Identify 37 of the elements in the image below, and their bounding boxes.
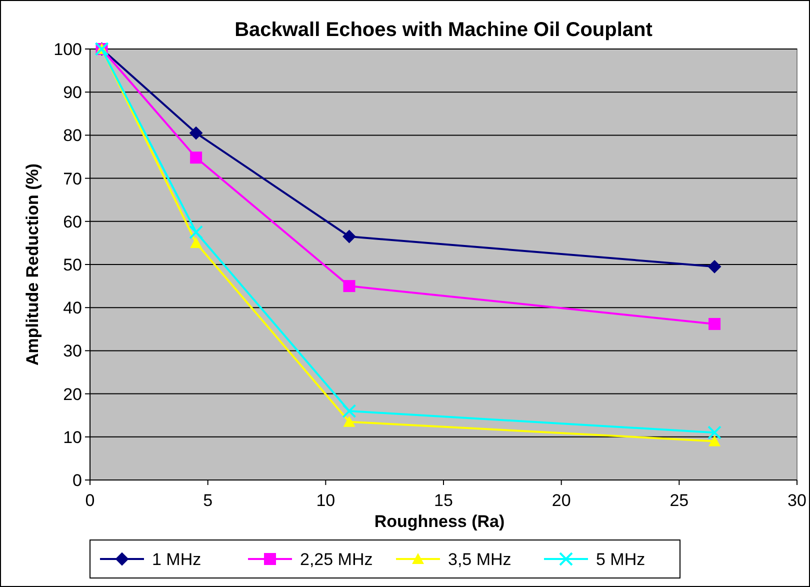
point xyxy=(342,404,356,418)
y-tick-label: 100 xyxy=(54,40,82,59)
legend-label: 2,25 MHz xyxy=(300,550,373,569)
point xyxy=(343,280,356,292)
point xyxy=(708,318,721,330)
y-axis-title: Amplitude Reduction (%) xyxy=(23,163,42,366)
x-tick-label: 10 xyxy=(316,491,336,510)
legend-label: 1 MHz xyxy=(152,550,202,569)
y-tick-label: 40 xyxy=(63,298,82,318)
legend-label: 5 MHz xyxy=(596,550,646,569)
y-tick-label: 0 xyxy=(72,470,82,490)
x-tick-label: 15 xyxy=(434,491,453,510)
point xyxy=(708,435,721,446)
point xyxy=(190,126,203,140)
x-tick-label: 25 xyxy=(670,491,689,510)
point xyxy=(190,152,202,164)
point xyxy=(343,416,356,427)
point xyxy=(342,230,356,243)
y-tick-label: 10 xyxy=(63,428,82,447)
x-tick-label: 5 xyxy=(203,491,213,510)
y-tick-label: 30 xyxy=(63,342,82,361)
x-tick-label: 30 xyxy=(788,491,806,510)
x-tick-label: 20 xyxy=(552,491,571,510)
y-tick-label: 90 xyxy=(63,83,82,102)
y-tick-label: 70 xyxy=(63,169,82,188)
point xyxy=(708,260,722,274)
x-axis-title: Roughness (Ra) xyxy=(374,512,505,531)
point xyxy=(708,426,722,440)
x-tick-label: 0 xyxy=(85,491,95,510)
point xyxy=(190,236,202,248)
chart-title: Backwall Echoes with Machine Oil Couplant xyxy=(234,19,653,41)
y-tick-label: 80 xyxy=(63,126,82,146)
point xyxy=(189,225,204,240)
legend-label: 3,5 MHz xyxy=(448,550,512,569)
y-tick-label: 20 xyxy=(63,384,82,404)
y-tick-label: 60 xyxy=(63,212,82,232)
y-tick-label: 50 xyxy=(63,255,82,274)
